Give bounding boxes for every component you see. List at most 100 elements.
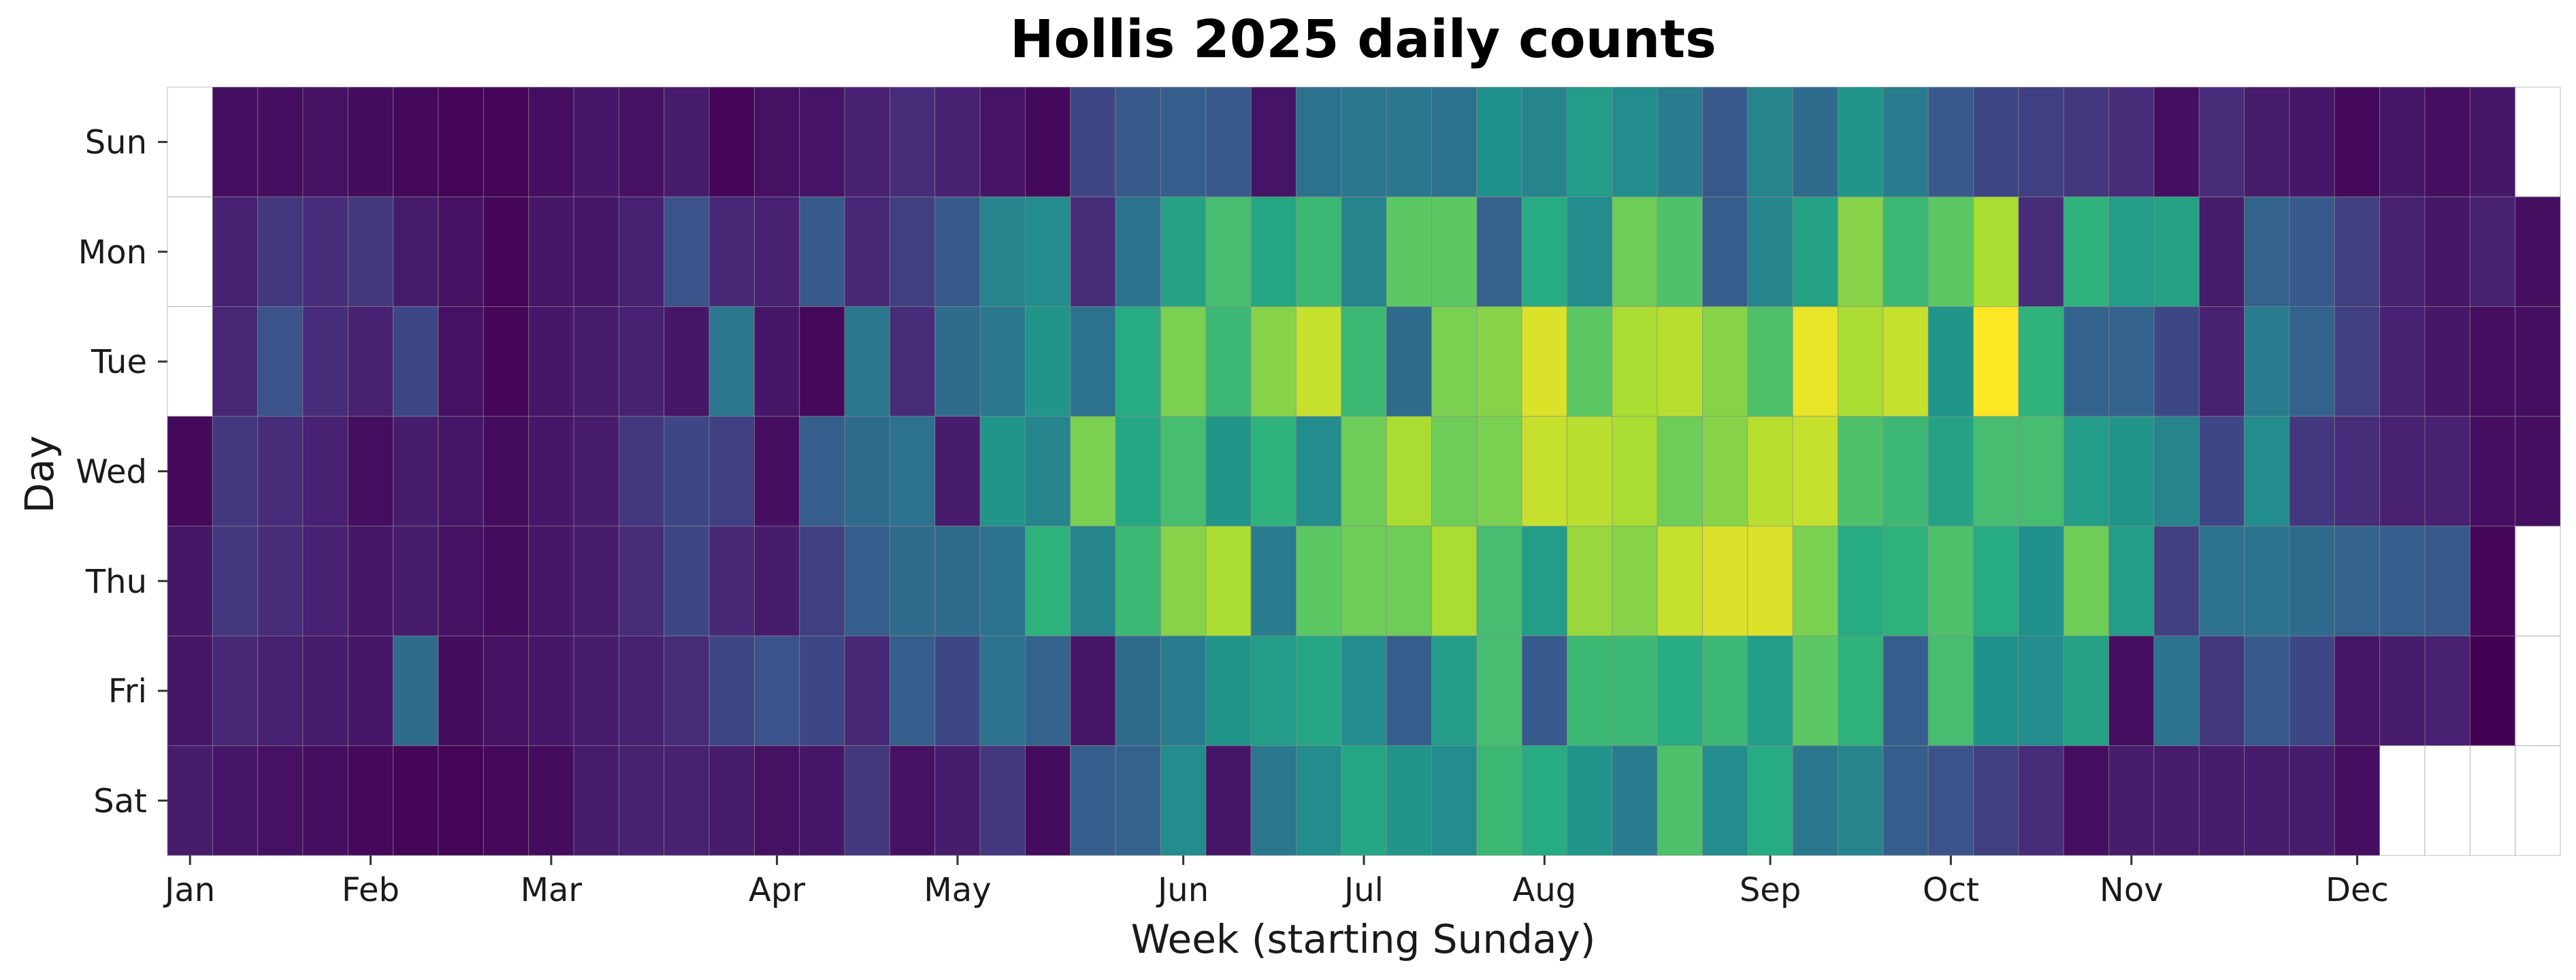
heatmap-cell (2108, 745, 2155, 856)
heatmap-cell (979, 306, 1026, 417)
heatmap-cell (934, 745, 981, 856)
heatmap-cell (979, 416, 1026, 527)
heatmap-cell (1476, 196, 1522, 308)
heatmap-cell (2244, 416, 2290, 527)
heatmap-cell (1612, 525, 1658, 636)
heatmap-cell (844, 306, 890, 417)
heatmap-cell (1973, 525, 2019, 636)
heatmap-cell (1838, 196, 1884, 308)
heatmap-cell (2424, 416, 2471, 527)
heatmap-cell (1567, 86, 1613, 197)
heatmap-cell (2063, 306, 2110, 417)
heatmap-cell (1295, 745, 1342, 856)
heatmap-cell (1657, 635, 1703, 747)
heatmap-cell (799, 86, 845, 197)
heatmap-cell (438, 416, 484, 527)
heatmap-cell (438, 86, 484, 197)
heatmap-cell (2379, 196, 2426, 308)
heatmap-cell (1070, 745, 1116, 856)
heatmap-cell (1160, 196, 1207, 308)
x-tick-label: Dec (2326, 871, 2389, 909)
heatmap-cell (167, 416, 213, 527)
heatmap-cell (2469, 416, 2516, 527)
x-tick-label: Sep (1740, 871, 1801, 909)
heatmap-cell (1431, 525, 1478, 636)
heatmap-cell (1295, 306, 1342, 417)
heatmap-cell (1567, 745, 1613, 856)
heatmap-cell (302, 196, 348, 308)
heatmap-cell (664, 416, 710, 527)
heatmap-cell (1070, 86, 1116, 197)
heatmap-cell (2244, 635, 2290, 747)
heatmap-cell (708, 416, 755, 527)
heatmap-cell (2198, 196, 2245, 308)
heatmap-cell (2198, 416, 2245, 527)
heatmap-cell (1476, 416, 1522, 527)
heatmap-cell (1567, 525, 1613, 636)
heatmap-cell (167, 306, 213, 417)
heatmap-cell (1024, 86, 1071, 197)
x-tick-label: Apr (749, 871, 805, 909)
heatmap-cell (2198, 86, 2245, 197)
heatmap-cell (2018, 635, 2064, 747)
heatmap-cell (1476, 635, 1522, 747)
heatmap-cell (2515, 416, 2561, 527)
heatmap-cell (1250, 196, 1297, 308)
heatmap-cell (2424, 745, 2471, 856)
heatmap-cell (1250, 306, 1297, 417)
heatmap-cell (1657, 306, 1703, 417)
heatmap-cell (708, 635, 755, 747)
heatmap-cell (1521, 416, 1568, 527)
heatmap-cell (2469, 86, 2516, 197)
heatmap-cell (573, 416, 619, 527)
heatmap-cell (753, 525, 800, 636)
heatmap-cell (2018, 196, 2064, 308)
heatmap-cell (2153, 306, 2200, 417)
heatmap-cell (1702, 196, 1748, 308)
heatmap-cell (393, 86, 439, 197)
heatmap-cell (393, 306, 439, 417)
heatmap-cell (664, 745, 710, 856)
heatmap-cell (483, 306, 529, 417)
heatmap-cell (347, 86, 394, 197)
heatmap-cell (1521, 196, 1568, 308)
heatmap-cell (347, 525, 394, 636)
heatmap-cell (1612, 306, 1658, 417)
heatmap-cell (889, 635, 936, 747)
heatmap-cell (1386, 416, 1433, 527)
heatmap-cell (799, 525, 845, 636)
heatmap-cell (934, 306, 981, 417)
heatmap-cell (1476, 525, 1522, 636)
heatmap-cell (1250, 525, 1297, 636)
heatmap-cell (2063, 525, 2110, 636)
heatmap-cell (1927, 635, 1974, 747)
heatmap-cell (1115, 525, 1161, 636)
heatmap-cell (2379, 745, 2426, 856)
heatmap-cell (618, 306, 665, 417)
heatmap-cell (2469, 635, 2516, 747)
heatmap-cell (1927, 525, 1974, 636)
heatmap-cell (2244, 306, 2290, 417)
heatmap-cell (1702, 416, 1748, 527)
heatmap-cell (1521, 635, 1568, 747)
heatmap-cell (1115, 635, 1161, 747)
y-tick-label: Sat (93, 782, 147, 820)
heatmap-cell (1567, 635, 1613, 747)
heatmap-cell (1612, 635, 1658, 747)
heatmap-cell (1792, 745, 1839, 856)
heatmap-cell (528, 635, 574, 747)
heatmap-cell (1792, 416, 1839, 527)
heatmap-cell (1927, 306, 1974, 417)
heatmap-cell (2379, 306, 2426, 417)
heatmap-cell (438, 306, 484, 417)
heatmap-cell (2153, 745, 2200, 856)
heatmap-cell (1747, 196, 1793, 308)
y-tick-label: Wed (76, 453, 147, 491)
heatmap-cell (1070, 525, 1116, 636)
heatmap-cell (1792, 525, 1839, 636)
heatmap-cell (2018, 525, 2064, 636)
heatmap-cell (934, 416, 981, 527)
heatmap-cell (1882, 745, 1929, 856)
heatmap-cell (1657, 196, 1703, 308)
heatmap-cell (1612, 416, 1658, 527)
